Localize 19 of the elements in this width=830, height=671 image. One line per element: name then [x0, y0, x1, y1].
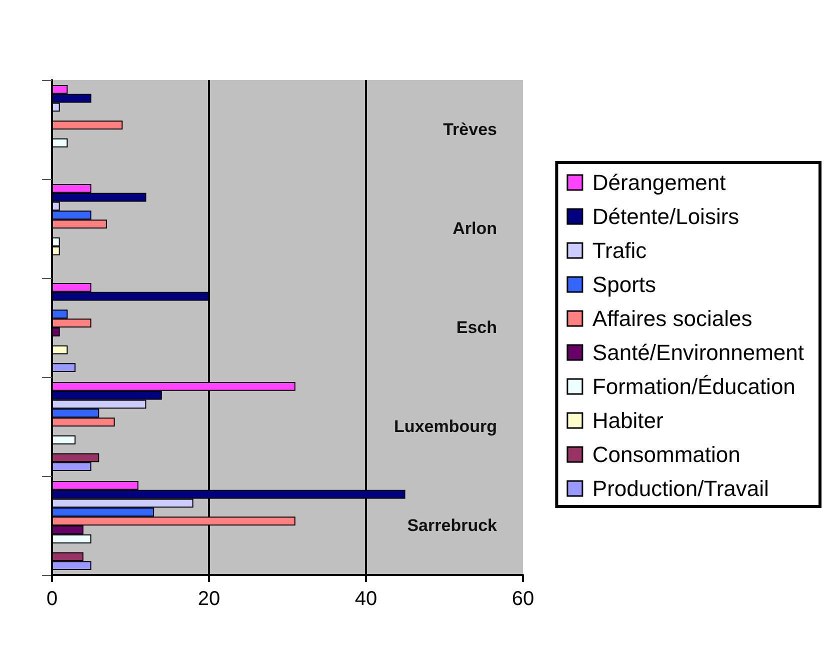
x-tick-label: 20 [198, 588, 220, 610]
legend-label: Affaires sociales [592, 306, 752, 331]
legend-label: Sports [592, 272, 656, 297]
legend-label: Consommation [592, 442, 740, 467]
y-tick-label: Luxembourg [394, 417, 497, 436]
legend-label: Détente/Loisirs [592, 204, 740, 229]
y-tick-label: Arlon [452, 219, 497, 238]
legend-label: Formation/Éducation [592, 374, 796, 399]
legend-label: Habiter [592, 408, 664, 433]
x-tick-label: 0 [46, 588, 58, 610]
legend-label: Santé/Environnement [592, 340, 804, 365]
legend-label: Dérangement [592, 170, 726, 195]
legend-label: Production/Travail [592, 476, 769, 501]
x-tick-label: 60 [512, 588, 534, 610]
x-tick-label: 40 [354, 588, 378, 610]
y-tick-label: Esch [456, 318, 497, 337]
y-tick-label: Trèves [443, 120, 497, 139]
legend-label: Trafic [592, 238, 647, 263]
y-tick-label: Sarrebruck [407, 516, 498, 535]
